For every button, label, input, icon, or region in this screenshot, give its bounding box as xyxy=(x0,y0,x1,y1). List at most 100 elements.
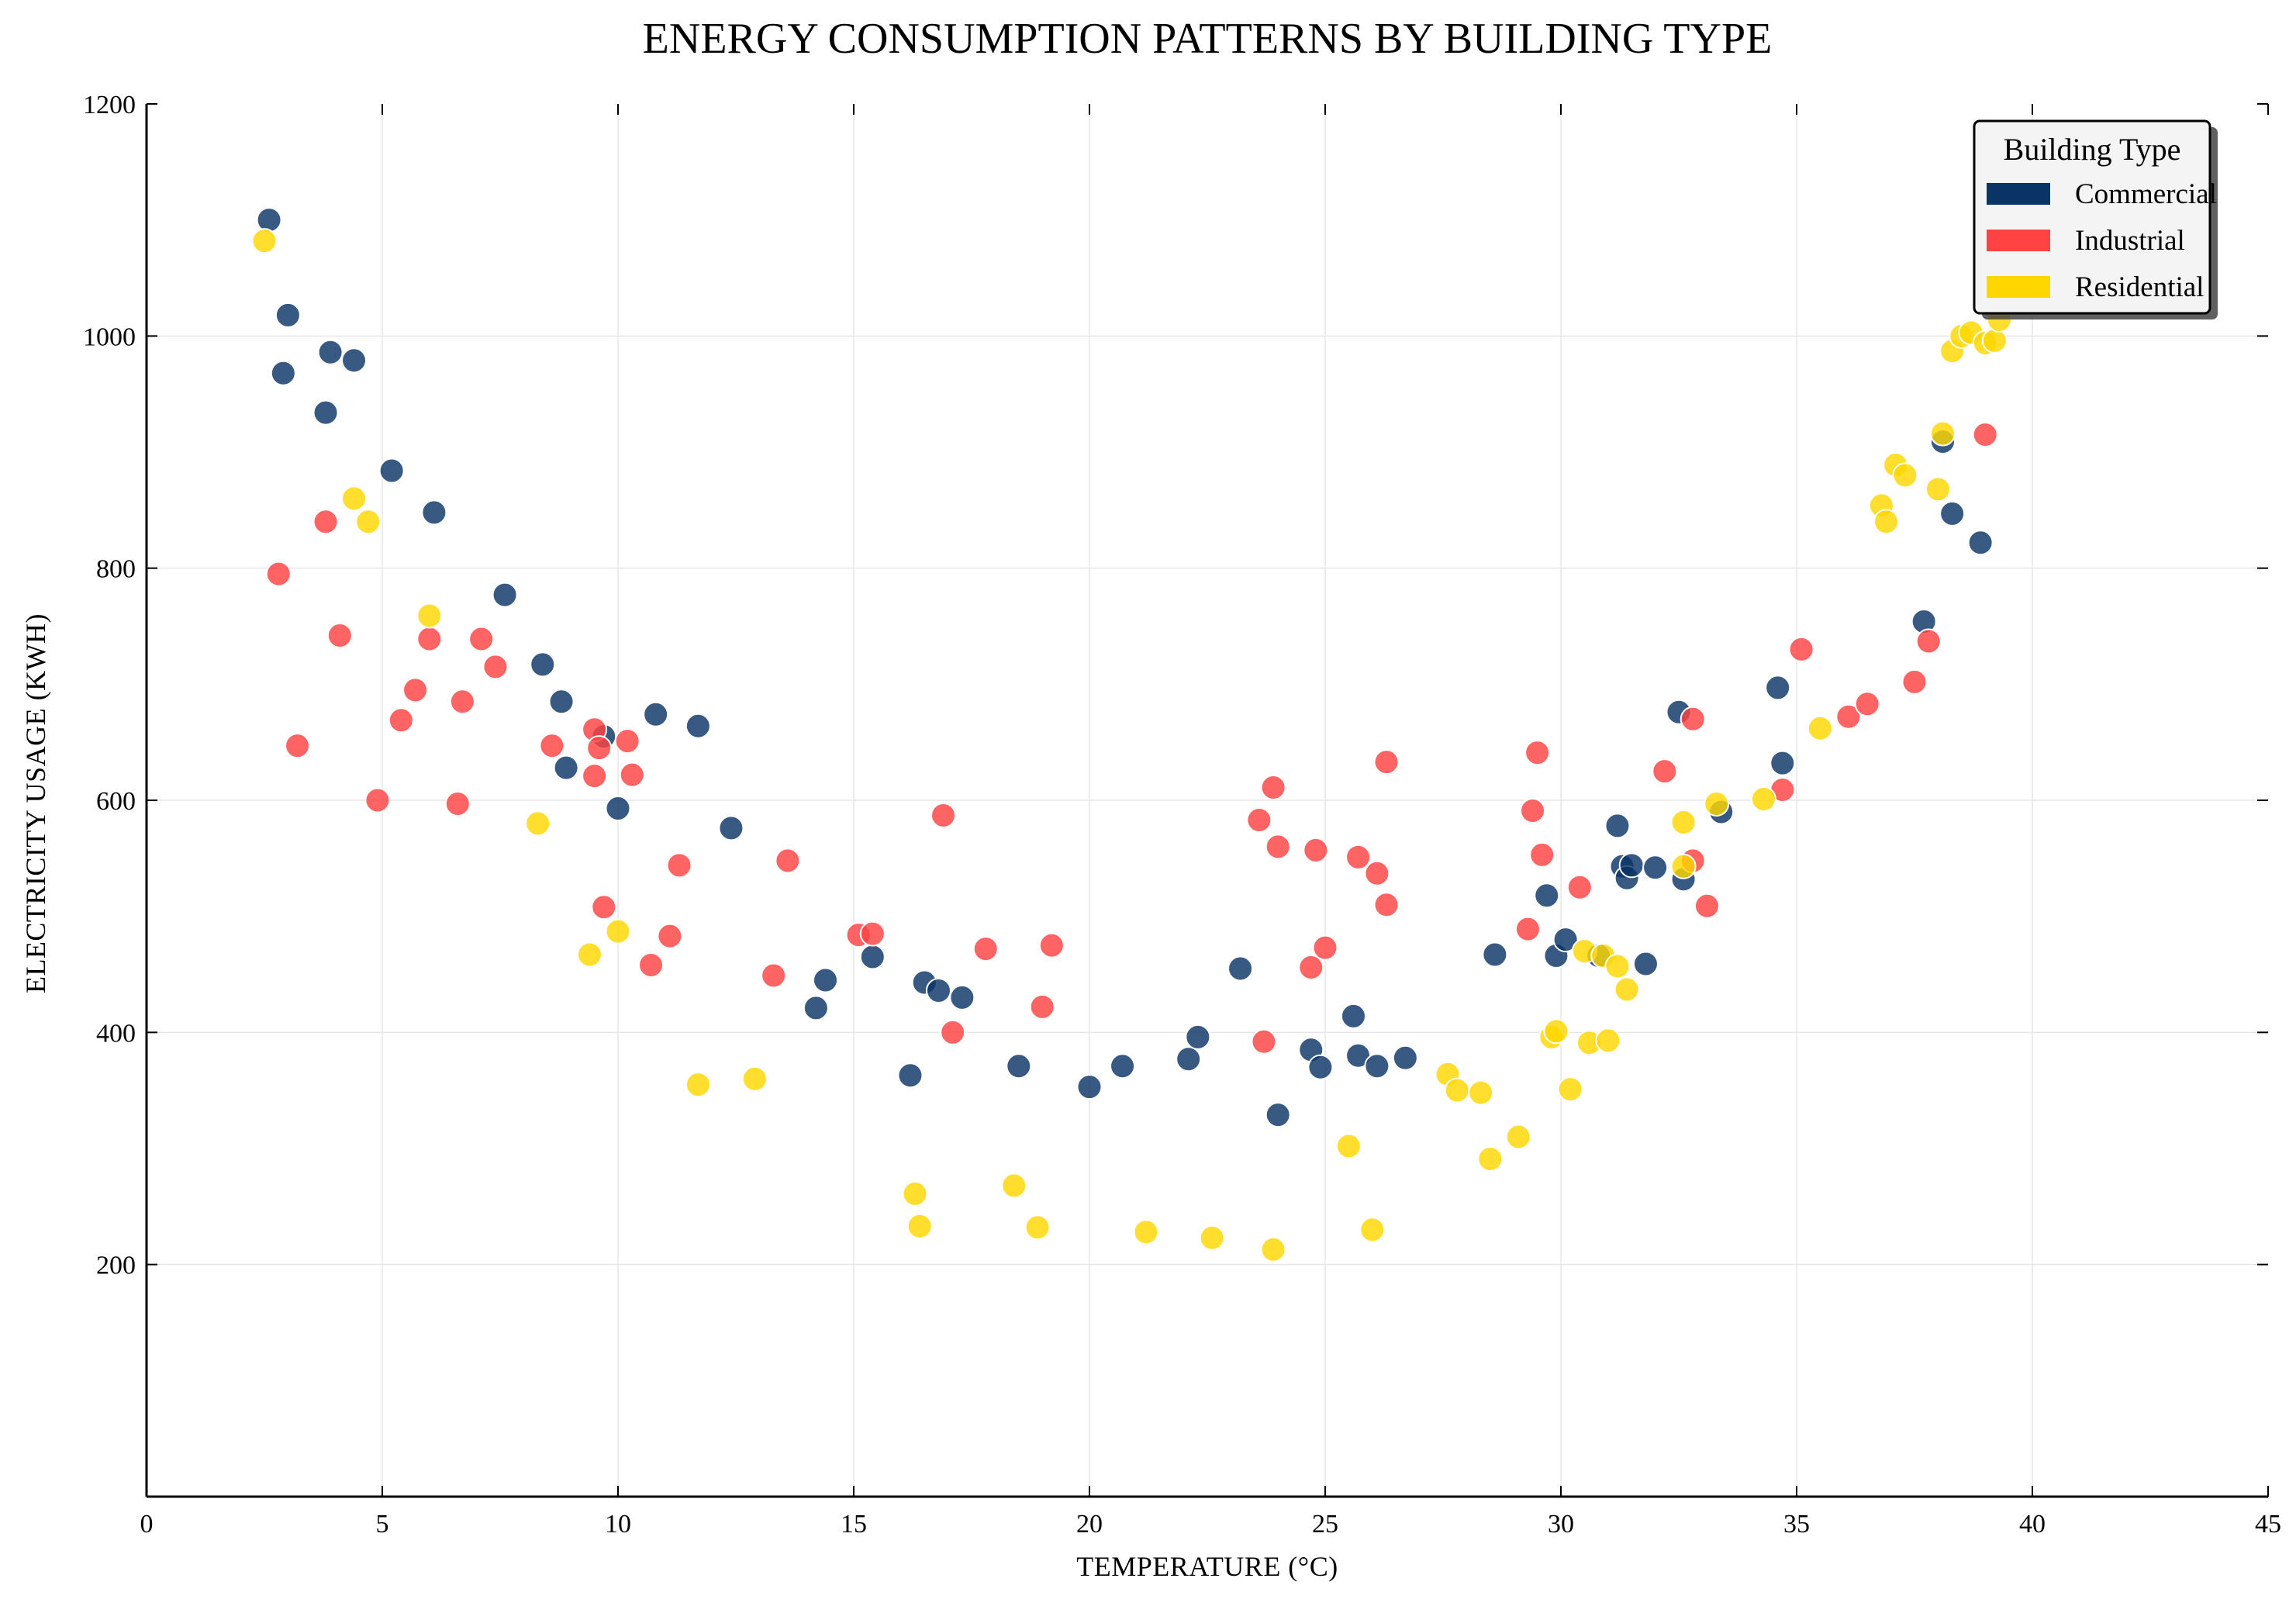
data-point-industrial xyxy=(761,962,787,989)
data-point-commercial xyxy=(949,984,975,1010)
data-point-commercial xyxy=(270,360,296,386)
data-point-commercial xyxy=(256,207,282,233)
data-point-commercial xyxy=(317,339,344,365)
data-point-commercial xyxy=(1340,1003,1366,1029)
data-point-residential xyxy=(1444,1077,1470,1103)
data-point-industrial xyxy=(449,689,475,715)
data-point-commercial xyxy=(1642,855,1669,881)
data-point-commercial xyxy=(1006,1053,1032,1079)
x-tick-label: 25 xyxy=(1312,1510,1338,1539)
data-point-residential xyxy=(1614,976,1640,1003)
data-point-industrial xyxy=(416,626,443,652)
y-tick-label: 600 xyxy=(96,787,136,816)
data-point-commercial xyxy=(1939,500,1966,527)
data-point-industrial xyxy=(1529,841,1555,868)
y-tick-label: 1200 xyxy=(83,91,136,119)
data-point-residential xyxy=(902,1180,928,1207)
data-point-residential xyxy=(1670,853,1697,879)
data-point-residential xyxy=(906,1213,933,1239)
data-point-commercial xyxy=(1632,951,1659,977)
y-tick-label: 800 xyxy=(96,555,136,584)
data-point-residential xyxy=(341,485,368,512)
data-point-industrial xyxy=(972,936,999,962)
data-point-commercial xyxy=(859,944,886,970)
data-point-industrial xyxy=(657,923,683,949)
data-point-commercial xyxy=(1765,675,1791,701)
data-point-industrial xyxy=(619,762,645,788)
legend-swatch-industrial xyxy=(1987,230,2050,251)
data-point-residential xyxy=(1670,809,1697,835)
data-point-residential xyxy=(525,810,551,837)
data-point-industrial xyxy=(1029,993,1055,1020)
data-point-industrial xyxy=(1652,758,1678,785)
data-point-residential xyxy=(1260,1236,1286,1262)
data-point-industrial xyxy=(539,733,565,759)
data-point-residential xyxy=(355,509,382,535)
data-point-industrial xyxy=(1972,422,1998,448)
data-point-commercial xyxy=(378,458,405,484)
data-point-commercial xyxy=(813,967,839,993)
data-point-residential xyxy=(1335,1133,1362,1159)
data-point-residential xyxy=(1604,953,1631,979)
data-point-industrial xyxy=(1265,834,1291,860)
x-tick-label: 10 xyxy=(605,1510,631,1539)
data-point-commercial xyxy=(1265,1102,1291,1128)
data-point-commercial xyxy=(925,977,951,1003)
data-point-residential xyxy=(577,941,603,968)
y-tick-label: 400 xyxy=(96,1019,136,1048)
data-point-commercial xyxy=(605,795,631,821)
x-tick-label: 45 xyxy=(2255,1510,2281,1539)
data-point-commercial xyxy=(553,755,579,781)
data-point-commercial xyxy=(1227,955,1254,982)
data-point-industrial xyxy=(1566,874,1593,900)
data-point-industrial xyxy=(1298,955,1324,981)
data-point-industrial xyxy=(1260,775,1286,801)
data-point-residential xyxy=(1873,509,1900,535)
data-point-industrial xyxy=(859,920,886,947)
x-tick-label: 15 xyxy=(841,1510,867,1539)
data-point-industrial xyxy=(1303,837,1329,863)
data-point-residential xyxy=(1024,1214,1051,1241)
data-point-residential xyxy=(1557,1076,1583,1103)
x-tick-label: 40 xyxy=(2019,1510,2046,1539)
y-tick-label: 200 xyxy=(96,1252,136,1280)
data-point-commercial xyxy=(341,347,368,374)
axes xyxy=(145,103,2269,1498)
data-point-industrial xyxy=(388,707,414,734)
data-point-industrial xyxy=(1694,893,1720,919)
x-axis-label: TEMPERATURE (°C) xyxy=(1076,1551,1338,1582)
data-point-commercial xyxy=(643,701,669,727)
data-point-residential xyxy=(1543,1018,1569,1045)
data-point-industrial xyxy=(285,733,311,759)
legend-entries: Commercial Industrial Residential xyxy=(1987,178,2217,303)
data-point-industrial xyxy=(326,622,353,648)
data-point-industrial xyxy=(312,509,339,535)
data-point-industrial xyxy=(1038,932,1065,958)
data-point-residential xyxy=(685,1072,711,1098)
series-industrial xyxy=(265,422,1998,1055)
data-point-industrial xyxy=(1514,916,1541,942)
data-point-commercial xyxy=(492,582,518,608)
data-point-industrial xyxy=(614,728,640,755)
data-point-commercial xyxy=(1967,530,1994,556)
x-tick-label: 5 xyxy=(376,1510,389,1539)
x-tick-label: 0 xyxy=(140,1510,154,1539)
data-point-residential xyxy=(1477,1145,1504,1172)
data-point-commercial xyxy=(1185,1024,1211,1050)
legend-label-residential: Residential xyxy=(2075,271,2204,303)
data-point-commercial xyxy=(897,1062,924,1089)
legend-label-commercial: Commercial xyxy=(2075,178,2217,210)
chart-title: ENERGY CONSUMPTION PATTERNS BY BUILDING … xyxy=(643,15,1773,63)
data-point-commercial xyxy=(1604,813,1631,839)
data-point-commercial xyxy=(530,651,556,678)
data-point-industrial xyxy=(1680,706,1706,732)
legend-swatch-commercial xyxy=(1987,183,2050,205)
data-point-industrial xyxy=(482,654,509,680)
data-point-industrial xyxy=(1520,797,1546,824)
data-point-industrial xyxy=(775,848,801,874)
data-point-residential xyxy=(1981,327,2008,354)
y-axis-label: ELECTRICITY USAGE (KWH) xyxy=(20,613,51,993)
grid-lines xyxy=(147,104,2268,1497)
data-point-industrial xyxy=(582,763,608,789)
